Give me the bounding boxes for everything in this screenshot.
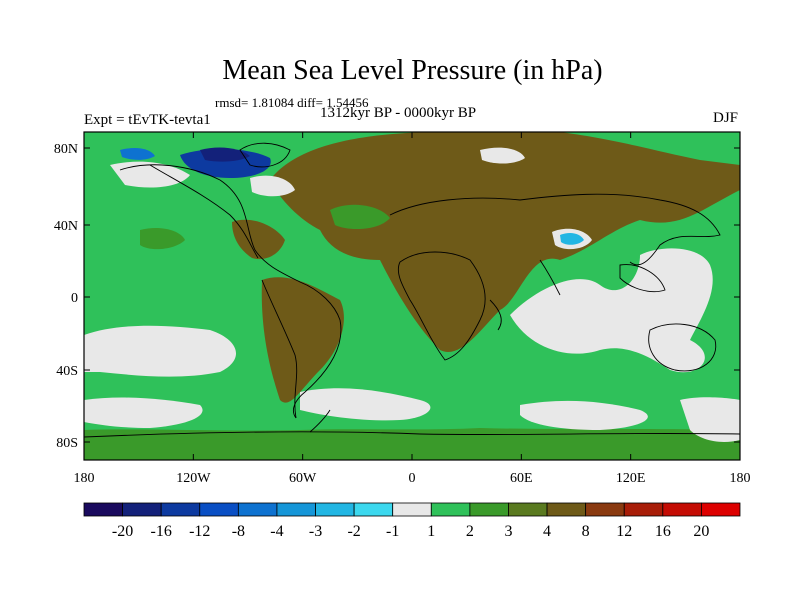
colorbar-label: 8 [582, 523, 590, 540]
lat-label: 80N [54, 142, 78, 157]
colorbar-swatch [199, 502, 239, 517]
colorbar-label: 12 [616, 523, 632, 540]
colorbar-label: -3 [309, 523, 322, 540]
field-negative [120, 147, 592, 250]
colorbar-label: 3 [504, 523, 512, 540]
longitude-axis: 180 120W 60W 0 60E 120E 180 [74, 132, 751, 486]
colorbar-label: 2 [466, 523, 474, 540]
lon-label: 60W [289, 471, 317, 486]
colorbar-swatch [662, 502, 702, 517]
colorbar-swatch [122, 502, 162, 517]
stats-line: rmsd= 1.81084 diff= 1.54456 [215, 95, 369, 110]
colorbar-swatch [469, 502, 509, 517]
page-title: Mean Sea Level Pressure (in hPa) [222, 55, 603, 86]
latitude-axis: 80N 40N 0 40S 80S [54, 142, 740, 451]
colorbar-swatch [430, 502, 471, 517]
lon-label: 0 [409, 471, 416, 486]
colorbar-swatch [83, 502, 123, 517]
lon-label: 120W [176, 471, 211, 486]
colorbar-swatch [353, 502, 394, 517]
colorbar-swatch [160, 502, 201, 517]
colorbar-label: -4 [270, 523, 283, 540]
colorbar-swatch [276, 502, 316, 517]
colorbar-swatch [546, 502, 587, 517]
colorbar-swatch [315, 502, 355, 517]
colorbar-label: -1 [386, 523, 399, 540]
field-near-zero [84, 147, 740, 442]
colorbar-label: -16 [151, 523, 172, 540]
lat-label: 40N [54, 219, 78, 234]
colorbar: -20 -16 -12 -8 -4 -3 -2 -1 1 2 3 4 8 12 16 20 [83, 502, 741, 540]
colorbar-swatch [392, 502, 432, 517]
season-label: DJF [713, 110, 739, 126]
colorbar-label: 1 [427, 523, 435, 540]
colorbar-swatch [508, 502, 548, 517]
colorbar-label: 20 [693, 523, 709, 540]
colorbar-label: -12 [189, 523, 210, 540]
colorbar-label: 16 [655, 523, 671, 540]
lat-label: 0 [71, 291, 78, 306]
colorbar-swatch [237, 502, 278, 517]
colorbar-label: -8 [232, 523, 245, 540]
lon-label: 180 [730, 471, 751, 486]
colorbar-swatch [701, 502, 741, 517]
map-field [84, 132, 740, 460]
colorbar-label: 4 [543, 523, 551, 540]
lon-label: 60E [510, 471, 533, 486]
colorbar-swatch [585, 502, 625, 517]
field-positive-2 [140, 204, 390, 250]
colorbar-swatch [623, 502, 664, 517]
colorbar-label: -20 [112, 523, 133, 540]
lat-label: 40S [56, 364, 78, 379]
lon-label: 120E [616, 471, 646, 486]
lat-label: 80S [56, 436, 78, 451]
lon-label: 180 [74, 471, 95, 486]
colorbar-label: -2 [347, 523, 360, 540]
coastlines [84, 142, 740, 438]
subtitle: 1312kyr BP - 0000kyr BP [320, 105, 477, 121]
experiment-label: Expt = tEvTK-tevta1 [84, 112, 211, 128]
field-positive-mid [84, 132, 740, 460]
